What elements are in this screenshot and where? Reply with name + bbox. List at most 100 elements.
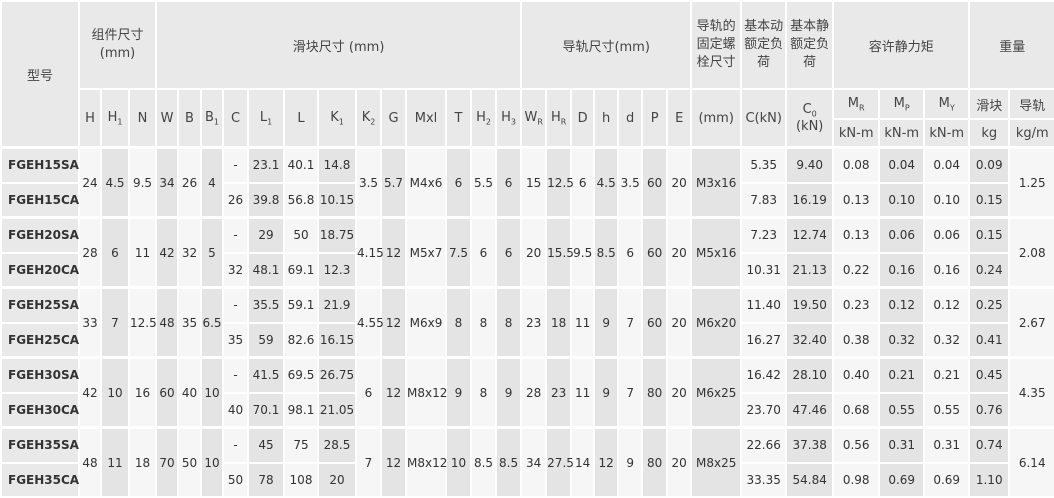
merged-cell: 8 [445,286,472,359]
cell: 0.15 [968,181,1011,219]
cell-text: 0.69 [888,472,916,487]
merged-cell: 12 [380,286,407,359]
header-text: R [859,103,865,113]
merged-cell: 35 [177,286,202,359]
merged-cell: 20 [666,216,693,289]
cell-text: 10.31 [746,262,781,277]
header-text: W [160,110,174,126]
cell: 40 [222,391,249,429]
merged-cell: 27.5 [545,426,574,498]
column-header: C(kN) [740,88,788,149]
cell: 19.50 [785,286,835,324]
header-text: 型号 [26,68,53,84]
cell: 0.31 [923,426,971,464]
cell-text: 4 [208,175,216,190]
header-text: 基本静额定负荷 [790,19,830,70]
cell: 10.15 [317,181,357,219]
header-text: 重量 [999,39,1026,55]
header-text: H [551,109,561,125]
data-row: FGEH25SA 33 7 12.5 48 35 6.5-35.5 59.1 21.9 4.55 1… [0,286,1054,359]
cell-text: 2.08 [1018,245,1046,260]
cell-text: 12 [385,455,402,470]
column-header: H [78,88,102,149]
unit-header: kN-m [832,118,881,149]
cell-text: 20 [671,245,687,260]
column-header: H1 [100,88,130,149]
merged-cell: M5x7 [405,216,447,289]
cell-text: 0.55 [933,402,961,417]
group-header: 导轨的固定螺栓尺寸 [690,0,743,90]
cell-text: 10 [204,455,220,470]
cell-text: 59.1 [287,298,315,313]
cell: 32 [222,251,249,289]
merged-cell: 9 [593,286,620,359]
merged-cell: M6x9 [405,286,447,359]
cell-text: 0.56 [842,438,870,453]
cell: 16.15 [317,321,357,359]
data-row: FGEH30CA 40 70.1 98.1 21.05 23.70 47.46 0.68 0.5… [0,391,1054,429]
column-header: T [445,88,472,149]
cell-text: 4.55 [357,315,384,330]
cell: 0.04 [878,146,926,184]
column-header: L [283,88,319,149]
cell: 0.56 [832,426,881,464]
header-text: kN-m [838,125,874,141]
merged-cell: 12 [593,426,620,498]
column-header: C [222,88,249,149]
cell-text: - [233,368,238,383]
cell-text: 10.15 [319,192,355,207]
cell-text: 0.69 [933,472,961,487]
cell-text: - [233,228,238,243]
data-row: FGEH15SA 24 4.5 9.5 34 26 4 -23.1 40.1 14.8 3.5 5.7… [0,146,1054,219]
cell-text: M3x16 [696,175,737,190]
cell-text: 1.10 [975,472,1003,487]
cell-text: 21.13 [792,262,827,277]
column-header: N [128,88,157,149]
header-text: K [330,109,339,125]
cell-text: 39.8 [252,192,280,207]
cell-text: 12 [385,245,402,260]
cell: 0.09 [968,146,1011,184]
header-text: 滑块 [976,98,1003,114]
merged-cell: 9.5 [570,216,596,289]
cell-text: 82.6 [287,332,315,347]
cell-text: FGEH30CA [8,402,80,417]
cell-text: 48.1 [252,262,280,277]
model-header: 型号 [0,0,80,149]
cell-text: 9 [504,385,513,400]
cell: 0.24 [968,251,1011,289]
column-header: 导轨 [1008,88,1054,120]
header-text: 1 [117,117,123,127]
data-row: FGEH20CA 32 48.1 69.1 12.3 10.31 21.13 0.22 0.16… [0,251,1054,289]
cell-text: 20 [671,175,687,190]
cell: 59 [247,321,285,359]
cell-text: 0.55 [888,402,916,417]
cell-text: 78 [258,472,274,487]
cell-text: 0.12 [888,298,916,313]
header-text: M [938,95,950,111]
header-text: C [230,110,241,126]
header-text: H [107,109,118,125]
cell-text: 6 [578,175,587,190]
cell-text: 0.13 [842,192,870,207]
merged-cell: 16 [128,356,157,429]
column-header: H2 [470,88,497,149]
merged-cell: 42 [78,356,102,429]
header-text: B [185,110,194,126]
merged-cell: 10 [100,356,130,429]
merged-cell: 9 [494,356,523,429]
column-header: Mxl [405,88,447,149]
cell-text: 4.5 [105,175,125,190]
cell-text: 8 [454,315,463,330]
header-text: H [476,109,486,125]
merged-cell: 10 [200,426,224,498]
cell-text: 0.31 [888,438,916,453]
column-header: WR [520,88,548,149]
cell-text: 24 [82,175,98,190]
cell-text: 11.40 [746,298,781,313]
merged-cell: 6 [570,146,596,219]
header-text: E [675,110,684,126]
header-text: B [204,109,214,125]
cell-text: 0.10 [933,192,961,207]
cell: 0.15 [968,216,1011,254]
